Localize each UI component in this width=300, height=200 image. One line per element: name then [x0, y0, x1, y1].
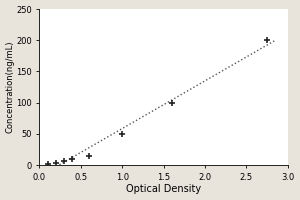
X-axis label: Optical Density: Optical Density	[126, 184, 201, 194]
Y-axis label: Concentration(ng/mL): Concentration(ng/mL)	[6, 41, 15, 133]
